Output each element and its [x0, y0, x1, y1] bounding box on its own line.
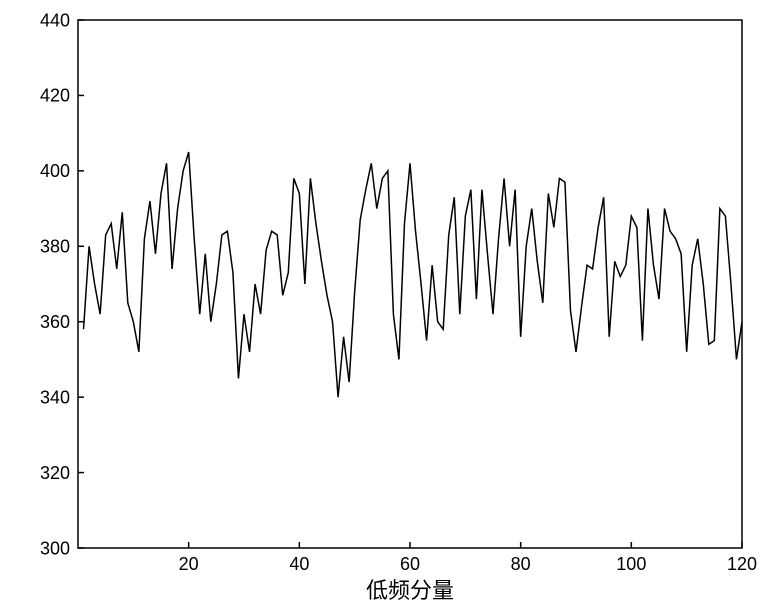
line-chart: 20406080100120 300320340360380400420440 …	[0, 0, 766, 606]
y-tick-labels: 300 320 340 360 380 400 420 440	[40, 10, 70, 558]
data-line	[84, 152, 742, 397]
y-tick-label: 420	[40, 86, 70, 106]
y-tick-label: 380	[40, 237, 70, 257]
y-tick-label: 300	[40, 538, 70, 558]
x-tick-label: 100	[616, 554, 646, 574]
x-tick-label: 40	[289, 554, 309, 574]
y-ticks	[78, 20, 84, 548]
x-ticks	[189, 542, 742, 548]
x-tick-label: 80	[511, 554, 531, 574]
x-tick-label: 60	[400, 554, 420, 574]
x-tick-label: 120	[727, 554, 757, 574]
x-axis-label: 低频分量	[366, 578, 454, 603]
y-tick-label: 400	[40, 161, 70, 181]
chart-container: 20406080100120 300320340360380400420440 …	[0, 0, 766, 606]
x-tick-label: 20	[179, 554, 199, 574]
y-tick-label: 320	[40, 463, 70, 483]
y-tick-label: 340	[40, 387, 70, 407]
y-tick-label: 360	[40, 312, 70, 332]
y-tick-label: 440	[40, 10, 70, 30]
x-tick-labels: 20 40 60 80 100 120	[179, 554, 757, 574]
plot-box	[78, 20, 742, 548]
